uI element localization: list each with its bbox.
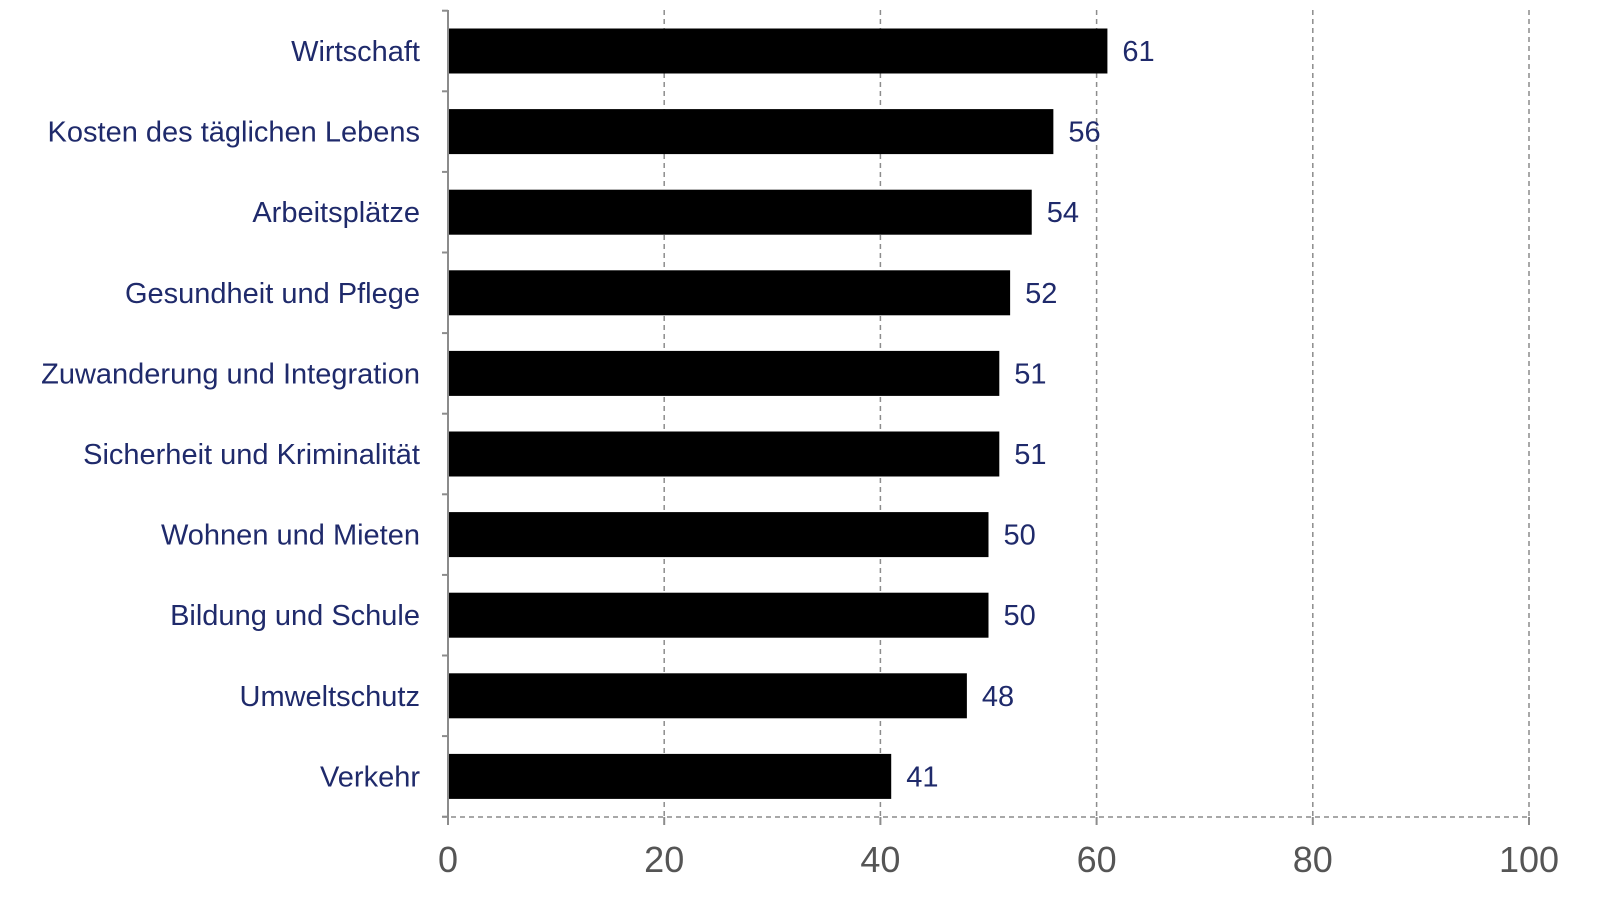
category-label: Wirtschaft	[291, 36, 420, 68]
bar	[449, 109, 1054, 155]
axes	[442, 9, 1530, 825]
bar	[449, 512, 989, 558]
x-tick-label: 80	[1293, 839, 1333, 880]
category-label: Zuwanderung und Integration	[41, 358, 420, 390]
x-tick-label: 100	[1499, 839, 1559, 880]
category-label: Verkehr	[320, 761, 420, 793]
bar	[449, 28, 1108, 74]
category-label: Gesundheit und Pflege	[125, 278, 420, 310]
bar	[449, 673, 967, 719]
category-label: Wohnen und Mieten	[161, 520, 420, 552]
category-label: Kosten des täglichen Lebens	[48, 117, 420, 149]
category-label: Umweltschutz	[240, 681, 421, 713]
bar	[449, 431, 1000, 477]
x-tick-label: 60	[1077, 839, 1117, 880]
bar	[449, 189, 1032, 235]
value-labels: 61 56 54 52 51 51 50 50 48 41	[906, 36, 1154, 793]
x-tick-label: 20	[644, 839, 684, 880]
data-label: 52	[1025, 278, 1057, 310]
x-tick-label: 40	[860, 839, 900, 880]
bar	[449, 753, 892, 799]
x-axis-ticks: 0 20 40 60 80 100	[438, 839, 1559, 880]
data-label: 51	[1014, 358, 1046, 390]
data-label: 56	[1068, 117, 1100, 149]
category-label: Bildung und Schule	[170, 600, 420, 632]
data-label: 51	[1014, 439, 1046, 471]
data-label: 48	[982, 681, 1014, 713]
data-label: 54	[1047, 197, 1079, 229]
category-label: Arbeitsplätze	[252, 197, 420, 229]
bar	[449, 350, 1000, 396]
data-label: 50	[1004, 600, 1036, 632]
data-label: 41	[906, 761, 938, 793]
data-label: 50	[1004, 520, 1036, 552]
x-tick-label: 0	[438, 839, 458, 880]
category-label: Sicherheit und Kriminalität	[83, 439, 420, 471]
bar	[449, 592, 989, 638]
bars	[449, 28, 1108, 799]
category-labels: Wirtschaft Kosten des täglichen Lebens Arb…	[41, 36, 420, 793]
bar	[449, 270, 1011, 316]
data-label: 61	[1122, 36, 1154, 68]
